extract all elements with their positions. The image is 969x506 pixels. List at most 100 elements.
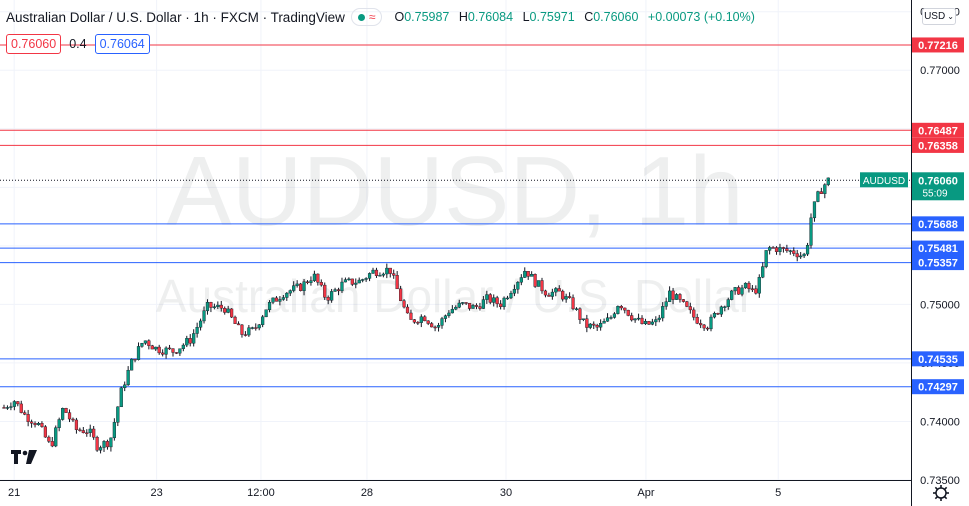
candle-body	[588, 323, 592, 328]
candle-body	[112, 422, 116, 439]
candle-body	[826, 177, 830, 185]
symbol-tag-label: AUDUSD	[863, 176, 905, 187]
candle-body	[192, 333, 196, 344]
candle-body	[692, 309, 696, 318]
candle-body	[261, 316, 265, 325]
x-tick-label: 21	[8, 487, 20, 499]
candle-body	[105, 441, 110, 448]
candle-body	[599, 323, 603, 328]
candle-body	[799, 255, 803, 258]
candle-body	[88, 428, 92, 433]
candle-body	[543, 290, 548, 296]
candle-body	[519, 277, 523, 283]
ohlc-readout: O0.75987 H0.76084 L0.75971 C0.76060 +0.0…	[394, 10, 754, 24]
candle-body	[761, 266, 765, 278]
candle-body	[236, 323, 241, 326]
candle-body	[278, 299, 282, 302]
candle-body	[5, 407, 10, 409]
candle-body	[467, 302, 472, 309]
candle-body	[350, 278, 354, 285]
candle-body	[536, 280, 541, 287]
candle-body	[464, 302, 468, 304]
candle-body	[774, 247, 779, 252]
currency-selector[interactable]: USD ⌄	[922, 8, 956, 25]
candle-body	[54, 427, 58, 447]
candle-body	[402, 300, 406, 308]
candle-body	[57, 419, 61, 428]
trade-panel: 0.76060 0.4 0.76064	[6, 34, 150, 54]
candle-body	[733, 287, 737, 292]
candle-body	[330, 291, 334, 301]
sell-button[interactable]: 0.76060	[6, 34, 62, 54]
candle-body	[336, 289, 341, 292]
candle-body	[312, 273, 316, 281]
low-value: 0.75971	[529, 10, 575, 24]
candle-body	[295, 283, 299, 286]
candle-body	[781, 247, 786, 249]
candle-body	[364, 278, 368, 280]
candle-body	[392, 273, 396, 276]
settings-gear-icon[interactable]	[933, 485, 949, 501]
candle-body	[174, 352, 179, 354]
candle-body	[85, 432, 89, 434]
candle-body	[371, 269, 375, 274]
high-value: 0.76084	[467, 10, 514, 24]
candle-body	[178, 348, 182, 354]
candle-body	[164, 347, 168, 355]
candle-body	[643, 321, 648, 325]
grid-lines	[0, 0, 911, 481]
candle-body	[123, 384, 127, 389]
support-price-tag	[912, 379, 964, 395]
candle-body	[792, 250, 796, 254]
candle-body	[416, 322, 420, 324]
candle-body	[95, 437, 99, 451]
market-status-pill[interactable]: ≈	[350, 8, 383, 26]
candle-body	[474, 305, 479, 307]
candle-body	[754, 288, 758, 294]
candle-body	[98, 447, 103, 451]
candle-body	[157, 346, 161, 354]
candle-body	[281, 297, 285, 300]
open-value: 0.75987	[404, 10, 450, 24]
y-tick-label: 0.73500	[920, 475, 960, 487]
candle-body	[785, 248, 789, 252]
candle-body	[719, 306, 723, 315]
candle-body	[347, 278, 351, 281]
candle-body	[233, 316, 237, 324]
candle-body	[426, 320, 430, 324]
candle-body	[61, 408, 65, 420]
candle-body	[499, 303, 503, 307]
chart-title: Australian Dollar / U.S. Dollar · 1h · F…	[6, 9, 345, 25]
candle-body	[40, 423, 44, 427]
candle-body	[647, 321, 651, 325]
currency-label: USD	[924, 11, 946, 22]
buy-button[interactable]: 0.76064	[94, 34, 150, 54]
candle-body	[640, 317, 644, 325]
candle-body	[705, 327, 710, 330]
candle-body	[412, 319, 417, 323]
candle-body	[381, 273, 385, 276]
candle-body	[143, 340, 147, 344]
candle-body	[433, 326, 437, 329]
resistance-price-tag	[912, 122, 964, 138]
candles	[2, 177, 830, 454]
candle-body	[302, 281, 306, 291]
candle-body	[481, 299, 485, 309]
candle-body	[495, 297, 499, 305]
candle-body	[743, 282, 748, 289]
candle-body	[167, 347, 172, 350]
candle-body	[747, 282, 751, 289]
candle-body	[671, 290, 675, 300]
live-dot-icon	[357, 13, 365, 21]
candle-body	[419, 316, 423, 323]
candle-body	[257, 324, 261, 329]
candle-body	[768, 247, 772, 251]
x-tick-label: Apr	[637, 487, 654, 499]
candle-body	[212, 306, 216, 308]
candle-body	[778, 247, 782, 252]
x-tick-label: 28	[361, 487, 373, 499]
candle-body	[699, 323, 703, 326]
high-label: H	[458, 10, 468, 24]
candle-body	[357, 279, 361, 284]
